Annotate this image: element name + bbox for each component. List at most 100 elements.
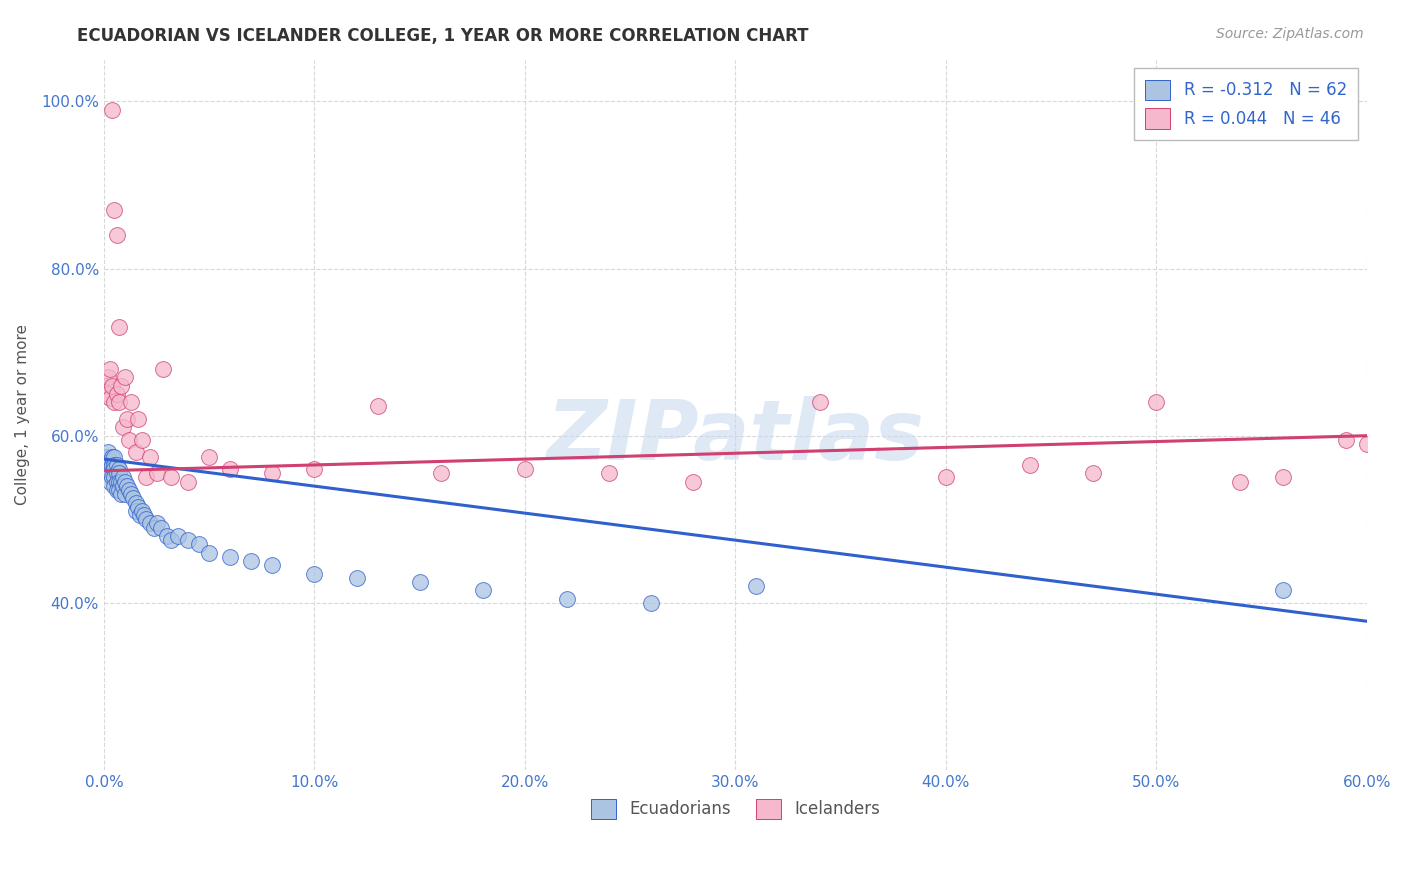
- Point: [198, 450, 221, 464]
- Text: Source: ZipAtlas.com: Source: ZipAtlas.com: [1216, 27, 1364, 41]
- Point: [262, 558, 284, 573]
- Point: [103, 479, 125, 493]
- Point: [101, 103, 124, 117]
- Point: [122, 491, 145, 506]
- Legend: Ecuadorians, Icelanders: Ecuadorians, Icelanders: [583, 792, 887, 826]
- Point: [101, 378, 124, 392]
- Point: [110, 487, 132, 501]
- Point: [135, 512, 157, 526]
- Y-axis label: College, 1 year or more: College, 1 year or more: [15, 325, 30, 505]
- Point: [120, 395, 142, 409]
- Point: [97, 458, 120, 472]
- Point: [152, 361, 174, 376]
- Point: [97, 370, 120, 384]
- Point: [198, 546, 221, 560]
- Point: [555, 591, 578, 606]
- Point: [139, 450, 162, 464]
- Point: [124, 495, 146, 509]
- Point: [935, 470, 957, 484]
- Point: [124, 445, 146, 459]
- Point: [304, 462, 326, 476]
- Point: [105, 475, 128, 489]
- Point: [105, 387, 128, 401]
- Point: [131, 504, 153, 518]
- Point: [114, 370, 136, 384]
- Point: [111, 479, 134, 493]
- Point: [471, 583, 494, 598]
- Point: [105, 483, 128, 497]
- Point: [98, 391, 121, 405]
- Point: [240, 554, 263, 568]
- Point: [101, 470, 124, 484]
- Point: [103, 462, 125, 476]
- Point: [640, 596, 662, 610]
- Point: [262, 467, 284, 481]
- Point: [132, 508, 155, 522]
- Point: [131, 433, 153, 447]
- Point: [103, 202, 125, 217]
- Point: [107, 467, 129, 481]
- Point: [139, 516, 162, 531]
- Point: [156, 529, 179, 543]
- Point: [101, 458, 124, 472]
- Point: [103, 470, 125, 484]
- Point: [120, 487, 142, 501]
- Point: [97, 445, 120, 459]
- Point: [107, 483, 129, 497]
- Point: [1229, 475, 1251, 489]
- Point: [98, 361, 121, 376]
- Point: [145, 467, 167, 481]
- Point: [127, 500, 149, 514]
- Point: [1271, 470, 1294, 484]
- Point: [187, 537, 209, 551]
- Text: ZIPatlas: ZIPatlas: [547, 396, 924, 476]
- Point: [103, 458, 125, 472]
- Point: [115, 412, 138, 426]
- Point: [118, 483, 141, 497]
- Point: [127, 412, 149, 426]
- Point: [429, 467, 451, 481]
- Point: [111, 470, 134, 484]
- Point: [118, 433, 141, 447]
- Point: [98, 467, 121, 481]
- Point: [107, 475, 129, 489]
- Point: [166, 529, 188, 543]
- Point: [135, 470, 157, 484]
- Point: [124, 504, 146, 518]
- Point: [128, 508, 150, 522]
- Point: [177, 475, 200, 489]
- Point: [105, 458, 128, 472]
- Text: ECUADORIAN VS ICELANDER COLLEGE, 1 YEAR OR MORE CORRELATION CHART: ECUADORIAN VS ICELANDER COLLEGE, 1 YEAR …: [77, 27, 808, 45]
- Point: [513, 462, 536, 476]
- Point: [98, 454, 121, 468]
- Point: [808, 395, 831, 409]
- Point: [1019, 458, 1042, 472]
- Point: [219, 462, 242, 476]
- Point: [219, 549, 242, 564]
- Point: [1144, 395, 1167, 409]
- Point: [367, 400, 389, 414]
- Point: [114, 487, 136, 501]
- Point: [105, 228, 128, 243]
- Point: [143, 521, 166, 535]
- Point: [97, 462, 120, 476]
- Point: [101, 450, 124, 464]
- Point: [145, 516, 167, 531]
- Point: [346, 571, 368, 585]
- Point: [115, 479, 138, 493]
- Point: [107, 320, 129, 334]
- Point: [98, 462, 121, 476]
- Point: [107, 395, 129, 409]
- Point: [94, 450, 117, 464]
- Point: [111, 420, 134, 434]
- Point: [160, 533, 183, 548]
- Point: [97, 387, 120, 401]
- Point: [110, 475, 132, 489]
- Point: [103, 395, 125, 409]
- Point: [114, 475, 136, 489]
- Point: [682, 475, 704, 489]
- Point: [408, 574, 430, 589]
- Point: [1081, 467, 1104, 481]
- Point: [94, 378, 117, 392]
- Point: [1355, 437, 1378, 451]
